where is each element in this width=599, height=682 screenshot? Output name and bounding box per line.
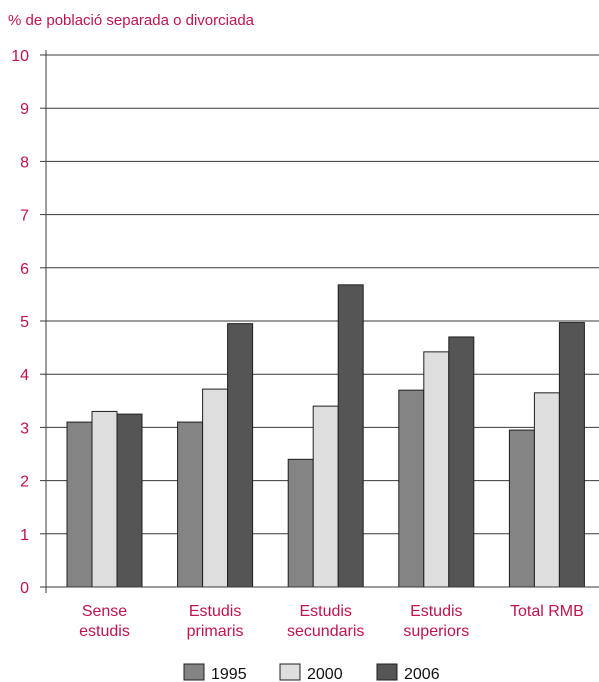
bar-2000-4 bbox=[533, 392, 560, 588]
bar-1995-2 bbox=[287, 458, 314, 588]
y-tick-label: 1 bbox=[20, 527, 29, 544]
y-tick-label: 9 bbox=[20, 101, 29, 118]
category-label-3: Estudis superiors bbox=[403, 603, 469, 640]
legend-label-2006: 2006 bbox=[404, 666, 440, 682]
bar-1995-0 bbox=[66, 421, 93, 588]
legend-swatch-2000 bbox=[279, 663, 301, 681]
category-label-line: Estudis bbox=[299, 603, 351, 620]
bar-2006-2 bbox=[337, 284, 364, 588]
bar-2000-0 bbox=[91, 410, 118, 588]
y-tick-label: 2 bbox=[20, 474, 29, 491]
category-label-line: Estudis bbox=[189, 603, 241, 620]
bar-2006-4 bbox=[558, 322, 585, 588]
category-label-line: estudis bbox=[79, 623, 130, 640]
category-label-line: Sense bbox=[82, 603, 127, 620]
y-axis-title: % de població separada o divorciada bbox=[8, 12, 255, 29]
legend-label-1995: 1995 bbox=[211, 666, 247, 682]
y-tick-label: 4 bbox=[20, 367, 29, 384]
y-tick-label: 6 bbox=[20, 261, 29, 278]
legend-swatch-1995 bbox=[183, 663, 205, 681]
y-tick-label: 10 bbox=[11, 48, 29, 65]
bar-1995-1 bbox=[177, 421, 204, 588]
legend-swatch-2006 bbox=[376, 663, 398, 681]
bars bbox=[66, 284, 585, 588]
category-label-line: primaris bbox=[187, 623, 244, 640]
bar-2006-1 bbox=[227, 323, 254, 588]
y-axis-ticks: 0 1 2 3 4 5 6 7 8 9 10 bbox=[11, 48, 46, 597]
legend: 1995 2000 2006 bbox=[183, 663, 440, 682]
bar-2000-2 bbox=[312, 405, 339, 588]
category-label-line: superiors bbox=[403, 623, 469, 640]
bar-1995-4 bbox=[508, 429, 535, 588]
category-label-1: Estudis primaris bbox=[187, 603, 244, 640]
y-tick-label: 0 bbox=[20, 580, 29, 597]
bar-2000-1 bbox=[202, 388, 229, 588]
x-axis-category-labels: Sense estudis Estudis primaris Estudis secund… bbox=[79, 603, 584, 640]
bar-1995-3 bbox=[398, 389, 425, 588]
y-tick-label: 8 bbox=[20, 154, 29, 171]
category-label-0: Sense estudis bbox=[79, 603, 130, 640]
bar-2006-3 bbox=[448, 336, 475, 588]
category-label-line: Total RMB bbox=[510, 603, 584, 620]
bar-2000-3 bbox=[423, 351, 450, 588]
category-label-2: Estudis secundaris bbox=[287, 603, 364, 640]
category-label-4: Total RMB bbox=[510, 603, 584, 620]
y-tick-label: 5 bbox=[20, 314, 29, 331]
y-tick-label: 3 bbox=[20, 420, 29, 437]
category-label-line: Estudis bbox=[410, 603, 462, 620]
y-tick-label: 7 bbox=[20, 208, 29, 225]
bar-2006-0 bbox=[116, 413, 143, 588]
category-label-line: secundaris bbox=[287, 623, 364, 640]
legend-label-2000: 2000 bbox=[307, 666, 343, 682]
